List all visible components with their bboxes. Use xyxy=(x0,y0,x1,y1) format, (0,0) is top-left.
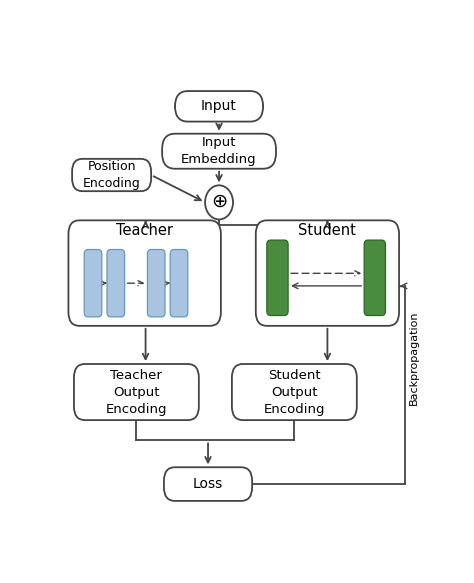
FancyBboxPatch shape xyxy=(256,220,399,326)
FancyBboxPatch shape xyxy=(68,220,221,326)
Text: Backpropagation: Backpropagation xyxy=(409,310,419,405)
FancyBboxPatch shape xyxy=(232,364,357,420)
FancyBboxPatch shape xyxy=(175,91,263,122)
Circle shape xyxy=(205,185,233,219)
FancyBboxPatch shape xyxy=(162,134,276,168)
Text: Teacher: Teacher xyxy=(116,223,173,238)
Text: Student: Student xyxy=(299,223,356,238)
FancyBboxPatch shape xyxy=(74,364,199,420)
FancyBboxPatch shape xyxy=(170,250,188,317)
Text: Loss: Loss xyxy=(193,477,223,491)
Text: Teacher
Output
Encoding: Teacher Output Encoding xyxy=(106,368,167,416)
FancyBboxPatch shape xyxy=(267,240,288,315)
Text: Input: Input xyxy=(201,99,237,113)
FancyBboxPatch shape xyxy=(84,250,102,317)
Text: $\oplus$: $\oplus$ xyxy=(211,192,228,211)
FancyBboxPatch shape xyxy=(164,467,252,501)
Text: Position
Encoding: Position Encoding xyxy=(83,160,140,190)
Text: Input
Embedding: Input Embedding xyxy=(181,136,257,166)
Text: Student
Output
Encoding: Student Output Encoding xyxy=(264,368,325,416)
FancyBboxPatch shape xyxy=(147,250,165,317)
FancyBboxPatch shape xyxy=(72,159,151,191)
FancyBboxPatch shape xyxy=(107,250,125,317)
FancyBboxPatch shape xyxy=(364,240,385,315)
